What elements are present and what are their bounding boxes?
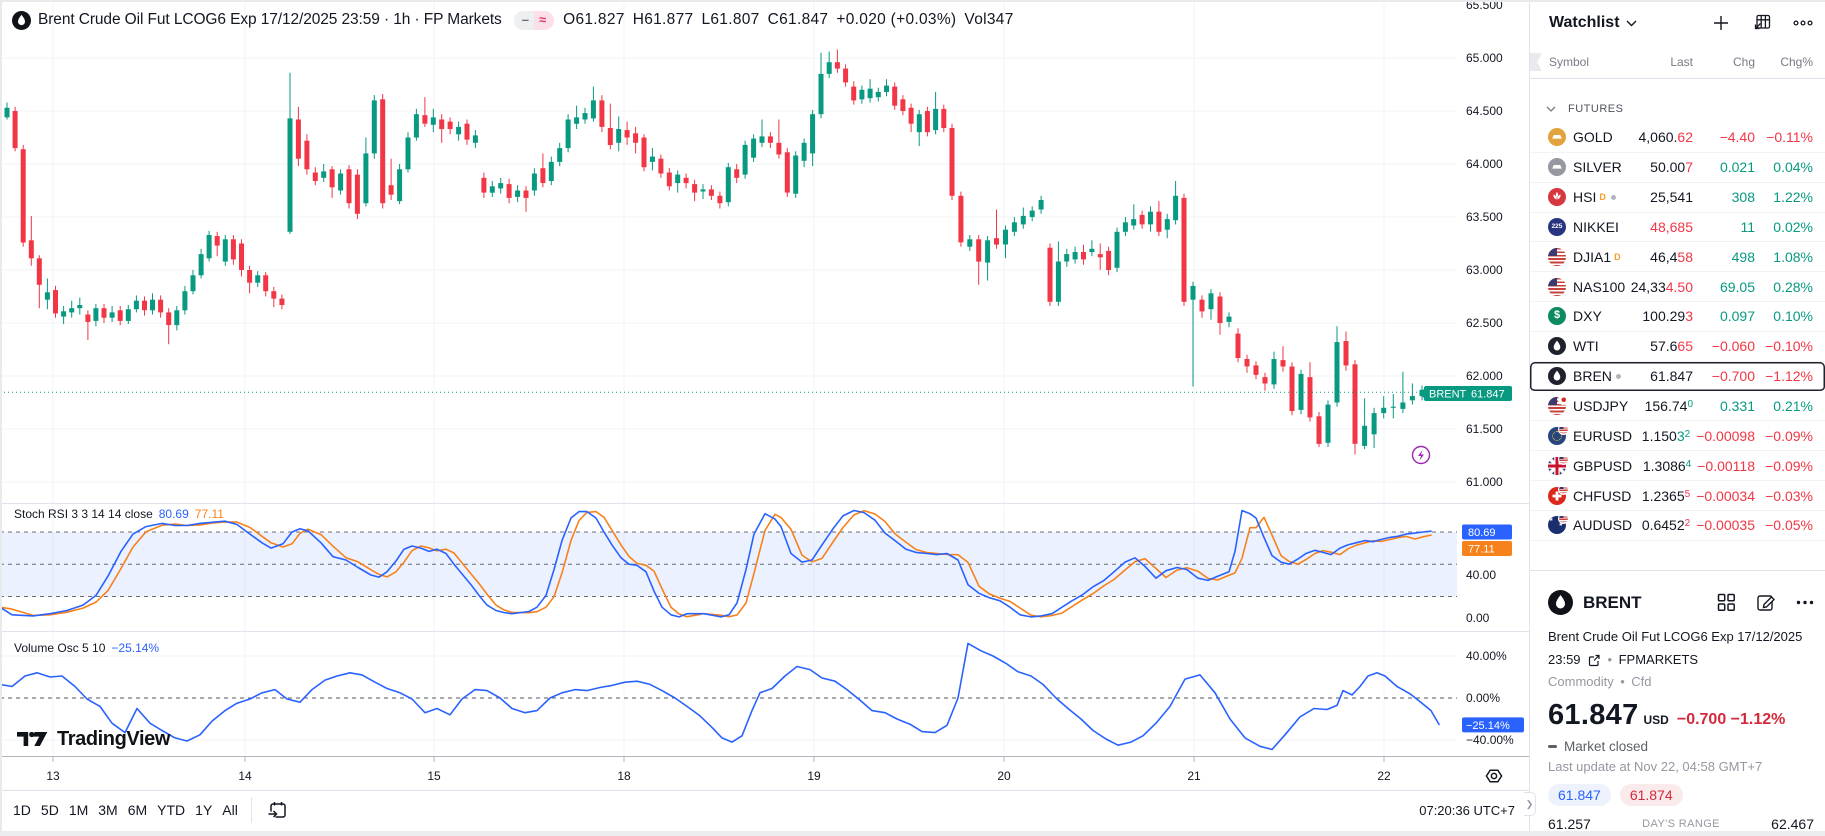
- svg-text:62.500: 62.500: [1466, 316, 1503, 330]
- svg-text:−25.14%: −25.14%: [1466, 720, 1510, 732]
- svg-text:15: 15: [427, 769, 441, 783]
- svg-text:BRENT: BRENT: [1429, 389, 1467, 401]
- svg-text:22: 22: [1377, 769, 1391, 783]
- svg-text:63.000: 63.000: [1466, 263, 1503, 277]
- svg-text:40.00%: 40.00%: [1466, 649, 1507, 663]
- svg-text:21: 21: [1187, 769, 1201, 783]
- svg-text:65.000: 65.000: [1466, 51, 1503, 65]
- svg-text:0.00: 0.00: [1466, 611, 1490, 625]
- svg-text:64.000: 64.000: [1466, 157, 1503, 171]
- svg-text:20: 20: [997, 769, 1011, 783]
- svg-text:64.500: 64.500: [1466, 104, 1503, 118]
- svg-text:19: 19: [807, 769, 821, 783]
- svg-text:14: 14: [238, 769, 252, 783]
- svg-text:80.69: 80.69: [1468, 527, 1496, 539]
- svg-text:−40.00%: −40.00%: [1466, 733, 1514, 747]
- svg-text:61.000: 61.000: [1466, 475, 1503, 489]
- svg-text:63.500: 63.500: [1466, 210, 1503, 224]
- svg-text:62.000: 62.000: [1466, 369, 1503, 383]
- svg-text:0.00%: 0.00%: [1466, 691, 1500, 705]
- svg-text:61.500: 61.500: [1466, 422, 1503, 436]
- svg-text:13: 13: [46, 769, 60, 783]
- svg-text:77.11: 77.11: [1468, 544, 1495, 556]
- svg-text:40.00: 40.00: [1466, 568, 1496, 582]
- svg-text:18: 18: [617, 769, 631, 783]
- svg-text:65.500: 65.500: [1466, 0, 1503, 12]
- svg-text:61.847: 61.847: [1471, 389, 1505, 401]
